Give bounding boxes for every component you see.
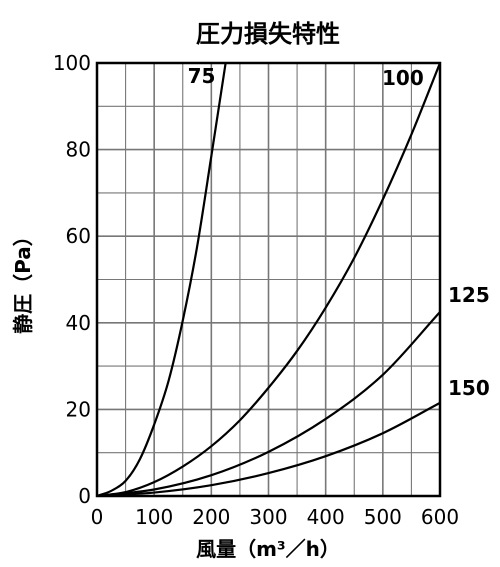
x-tick-label: 400 — [307, 505, 345, 529]
series-label-75: 75 — [188, 64, 216, 88]
chart-title: 圧力損失特性 — [196, 20, 340, 48]
y-tick-label: 20 — [66, 397, 91, 421]
x-tick-label: 100 — [135, 505, 173, 529]
y-axis-label: 静圧（Pa） — [11, 226, 35, 334]
series-label-150: 150 — [448, 376, 490, 400]
plot-frame — [95, 61, 442, 498]
series-label-100: 100 — [382, 66, 424, 90]
y-tick-label: 60 — [66, 224, 91, 248]
x-tick-label: 600 — [421, 505, 459, 529]
series-label-125: 125 — [448, 283, 490, 307]
series-line-75 — [97, 63, 227, 496]
x-axis-label: 風量（m³／h） — [196, 537, 340, 561]
x-tick-label: 500 — [364, 505, 402, 529]
y-tick-label: 0 — [78, 484, 91, 508]
series-line-125 — [97, 311, 440, 496]
y-tick-label: 80 — [66, 138, 91, 162]
series-line-150 — [97, 401, 440, 496]
x-tick-labels: 0 100 200 300 400 500 600 — [91, 505, 459, 529]
y-tick-labels: 0 20 40 60 80 100 — [53, 51, 91, 508]
y-tick-label: 40 — [66, 311, 91, 335]
x-tick-label: 300 — [249, 505, 287, 529]
curves — [97, 63, 440, 496]
y-tick-label: 100 — [53, 51, 91, 75]
series-line-100 — [97, 63, 440, 496]
x-tick-label: 200 — [192, 505, 230, 529]
x-tick-label: 0 — [91, 505, 104, 529]
curve-labels: 75 100 125 150 — [188, 64, 490, 400]
